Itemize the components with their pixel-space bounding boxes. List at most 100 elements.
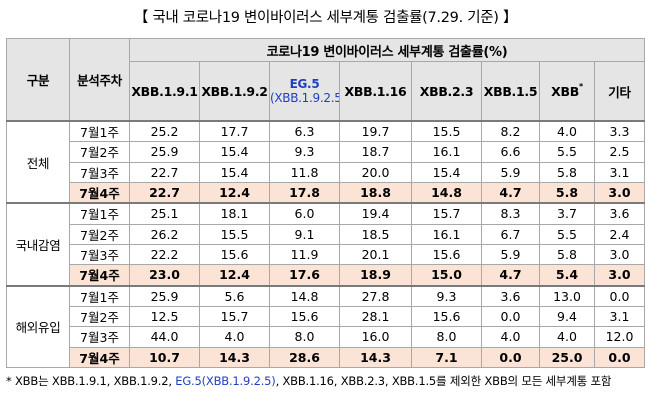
value-cell: 26.2	[129, 223, 200, 245]
table-row: 해외유입 7월1주 25.9 5.6 14.8 27.8 9.3 3.6 13.0 0.0	[6, 284, 645, 368]
week-cell: 7월3주	[69, 161, 130, 183]
value-cell: 6.6	[481, 141, 540, 163]
value-cell: 18.5	[339, 223, 412, 245]
value-cell: 15.6	[411, 243, 482, 266]
value-cell: 22.2	[129, 243, 200, 266]
value-cell: 15.6	[269, 305, 340, 328]
value-cell: 15.6	[199, 243, 270, 266]
header-group-title: 코로나19 변이바이러스 세부계통 검출률(%)	[129, 38, 645, 62]
value-cell: 15.7	[411, 202, 482, 225]
table-row: 7월4주 23.0 12.4 17.6 18.9 15.0 4.7 5.4 3.0	[7, 264, 645, 287]
value-cell: 15.7	[199, 305, 270, 328]
value-cell: 7.1	[411, 346, 482, 369]
header-analysis-week: 분석주차	[69, 38, 130, 122]
value-cell: 14.8	[269, 284, 340, 307]
value-cell: 9.3	[269, 141, 340, 163]
xbb-name: XBB	[551, 83, 579, 99]
value-cell: 17.7	[199, 120, 270, 143]
table-body: 전체 7월1주 25.2 17.7 6.3 19.7 15.5 8.2 4.0 3.3 7월2주 25…	[6, 119, 645, 369]
value-cell: 20.0	[339, 161, 412, 183]
table-row: 7월4주 22.7 12.4 17.8 18.8 14.8 4.7 5.8 3.0	[7, 181, 645, 204]
table-row: 7월2주 25.9 15.4 9.3 18.7 16.1 6.6 5.5 2.5	[7, 141, 645, 163]
value-cell: 5.6	[199, 284, 270, 307]
value-cell: 8.0	[411, 326, 482, 348]
value-cell: 5.5	[539, 141, 595, 163]
value-cell: 3.7	[539, 202, 595, 225]
value-cell: 4.0	[539, 120, 595, 143]
value-cell: 3.6	[594, 202, 645, 225]
week-cell: 7월1주	[69, 120, 130, 143]
week-cell: 7월3주	[69, 326, 130, 348]
value-cell: 5.8	[539, 181, 595, 204]
header-col-xbb-1-5: XBB.1.5	[481, 61, 540, 122]
value-cell: 0.0	[481, 346, 540, 369]
header-col-xbb-1-9-2: XBB.1.9.2	[199, 61, 270, 122]
value-cell: 2.4	[594, 223, 645, 245]
value-cell: 20.1	[339, 243, 412, 266]
value-cell: 13.0	[539, 284, 595, 307]
value-cell: 44.0	[129, 326, 200, 348]
value-cell: 15.6	[411, 305, 482, 328]
table-row: 7월2주 12.5 15.7 15.6 28.1 15.6 0.0 9.4 3.1	[7, 305, 645, 328]
value-cell: 9.3	[411, 284, 482, 307]
section-label: 해외유입	[6, 284, 70, 368]
value-cell: 3.1	[594, 305, 645, 328]
value-cell: 6.3	[269, 120, 340, 143]
value-cell: 16.1	[411, 141, 482, 163]
value-cell: 9.1	[269, 223, 340, 245]
value-cell: 19.7	[339, 120, 412, 143]
header-col-xbb-1-9-1: XBB.1.9.1	[129, 61, 200, 122]
value-cell: 15.5	[411, 120, 482, 143]
table-row: 7월4주 10.7 14.3 28.6 14.3 7.1 0.0 25.0 0.0	[7, 346, 645, 369]
value-cell: 16.0	[339, 326, 412, 348]
value-cell: 5.9	[481, 161, 540, 183]
value-cell: 0.0	[594, 346, 645, 369]
value-cell: 0.0	[594, 284, 645, 307]
week-cell: 7월4주	[69, 264, 130, 287]
week-cell: 7월2주	[69, 141, 130, 163]
value-cell: 18.8	[339, 181, 412, 204]
week-cell: 7월1주	[69, 284, 130, 307]
value-cell: 4.0	[481, 326, 540, 348]
value-cell: 5.9	[481, 243, 540, 266]
value-cell: 15.4	[199, 141, 270, 163]
value-cell: 12.5	[129, 305, 200, 328]
header-col-xbb-1-16: XBB.1.16	[339, 61, 412, 122]
week-cell: 7월4주	[69, 181, 130, 204]
value-cell: 4.7	[481, 264, 540, 287]
value-cell: 27.8	[339, 284, 412, 307]
value-cell: 4.0	[539, 326, 595, 348]
footnote-eg5: EG.5(XBB.1.9.2.5)	[175, 374, 276, 388]
value-cell: 3.0	[594, 243, 645, 266]
value-cell: 18.9	[339, 264, 412, 287]
value-cell: 0.0	[481, 305, 540, 328]
eg5-lineage: (XBB.1.9.2.5)	[270, 91, 340, 105]
value-cell: 17.8	[269, 181, 340, 204]
value-cell: 25.9	[129, 141, 200, 163]
table-title: 【 국내 코로나19 변이바이러스 세부계통 검출률(7.29. 기준) 】	[133, 10, 518, 26]
value-cell: 11.9	[269, 243, 340, 266]
value-cell: 3.3	[594, 120, 645, 143]
value-cell: 15.5	[199, 223, 270, 245]
value-cell: 14.3	[339, 346, 412, 369]
value-cell: 12.4	[199, 181, 270, 204]
value-cell: 8.3	[481, 202, 540, 225]
value-cell: 8.2	[481, 120, 540, 143]
value-cell: 5.4	[539, 264, 595, 287]
value-cell: 5.8	[539, 161, 595, 183]
value-cell: 28.1	[339, 305, 412, 328]
table-row: 국내감염 7월1주 25.1 18.1 6.0 19.4 15.7 8.3 3.7 3.6	[6, 202, 645, 287]
value-cell: 8.0	[269, 326, 340, 348]
value-cell: 11.8	[269, 161, 340, 183]
value-cell: 5.8	[539, 243, 595, 266]
value-cell: 9.4	[539, 305, 595, 328]
footnote-marker: *	[578, 81, 583, 91]
value-cell: 22.7	[129, 181, 200, 204]
value-cell: 4.7	[481, 181, 540, 204]
value-cell: 23.0	[129, 264, 200, 287]
footnote: * XBB는 XBB.1.9.1, XBB.1.9.2, EG.5(XBB.1.…	[6, 372, 642, 390]
value-cell: 25.2	[129, 120, 200, 143]
value-cell: 15.4	[199, 161, 270, 183]
table-row: 7월3주 44.0 4.0 8.0 16.0 8.0 4.0 4.0 12.0	[7, 326, 645, 348]
value-cell: 5.5	[539, 223, 595, 245]
